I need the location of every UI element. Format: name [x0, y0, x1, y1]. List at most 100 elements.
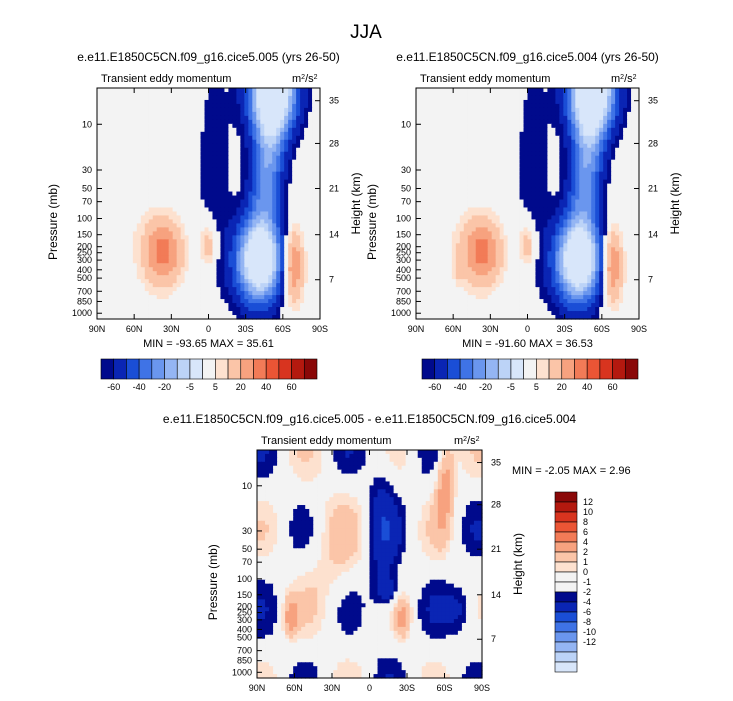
heatmap-cell — [160, 107, 166, 113]
heatmap-cell — [124, 123, 130, 129]
heatmap-cell — [216, 299, 222, 304]
heatmap-cell — [144, 175, 150, 181]
heatmap-cell — [292, 311, 297, 316]
heatmap-cell — [212, 187, 218, 193]
heatmap-cell — [152, 219, 158, 225]
heatmap-cell — [256, 131, 261, 137]
heatmap-cell — [200, 283, 206, 288]
heatmap-cell — [120, 127, 126, 133]
heatmap-cell — [559, 183, 564, 189]
heatmap-cell — [192, 219, 198, 225]
heatmap-cell — [479, 191, 485, 197]
heatmap-cell — [172, 311, 178, 316]
heatmap-cell — [224, 219, 230, 225]
heatmap-cell — [200, 215, 206, 221]
heatmap-cell — [627, 175, 632, 181]
heatmap-cell — [184, 219, 190, 225]
heatmap-cell — [140, 159, 146, 165]
heatmap-cell — [200, 167, 206, 173]
heatmap-cell — [539, 139, 545, 145]
heatmap-cell — [483, 103, 489, 109]
heatmap-cell — [228, 287, 233, 292]
heatmap-cell — [276, 88, 281, 93]
heatmap-cell — [627, 171, 632, 177]
heatmap-cell — [196, 163, 202, 169]
heatmap-cell — [236, 243, 241, 248]
heatmap-cell — [108, 295, 114, 300]
heatmap-cell — [631, 91, 636, 97]
heatmap-cell — [416, 147, 421, 153]
heatmap-cell — [228, 99, 233, 105]
heatmap-cell — [216, 275, 222, 280]
heatmap-cell — [192, 279, 198, 284]
heatmap-cell — [316, 159, 321, 165]
heatmap-cell — [196, 131, 202, 137]
heatmap-cell — [168, 219, 174, 225]
heatmap-cell — [260, 107, 265, 113]
heatmap-cell — [240, 103, 245, 109]
heatmap-cell — [531, 139, 537, 145]
heatmap-cell — [487, 203, 493, 209]
heatmap-cell — [447, 171, 453, 177]
heatmap-cell — [272, 91, 277, 97]
heatmap-cell — [284, 295, 289, 300]
heatmap-cell — [268, 235, 273, 240]
heatmap-cell — [547, 127, 552, 133]
heatmap-cell — [495, 95, 501, 101]
heatmap-cell — [204, 247, 210, 252]
heatmap-cell — [248, 95, 253, 101]
heatmap-cell — [140, 119, 146, 125]
heatmap-cell — [575, 167, 580, 173]
heatmap-cell — [631, 187, 636, 193]
heatmap-cell — [264, 187, 269, 193]
heatmap-cell — [168, 187, 174, 193]
heatmap-cell — [615, 163, 620, 169]
heatmap-cell — [296, 103, 301, 109]
heatmap-cell — [144, 239, 150, 244]
heatmap-cell — [128, 195, 134, 201]
heatmap-cell — [184, 215, 190, 221]
heatmap-cell — [184, 91, 190, 97]
heatmap-cell — [168, 131, 174, 137]
x-tick-label: 0 — [206, 324, 211, 334]
heatmap-cell — [431, 103, 437, 109]
heatmap-cell — [196, 107, 202, 113]
heatmap-cell — [156, 311, 162, 316]
heatmap-cell — [495, 179, 501, 185]
heatmap-cell — [587, 179, 592, 185]
heatmap-cell — [128, 103, 134, 109]
heatmap-cell — [455, 135, 461, 141]
heatmap-cell — [284, 311, 289, 316]
heatmap-cell — [296, 223, 301, 228]
heatmap-cell — [240, 275, 245, 280]
heatmap-cell — [288, 247, 293, 252]
heatmap-cell — [172, 139, 178, 145]
heatmap-cell — [108, 171, 114, 177]
heatmap-cell — [515, 171, 521, 177]
heatmap-cell — [427, 191, 433, 197]
heatmap-cell — [567, 179, 572, 185]
heatmap-cell — [168, 143, 174, 149]
heatmap-cell — [260, 99, 265, 105]
heatmap-cell — [132, 271, 138, 276]
heatmap-cell — [483, 88, 489, 93]
heatmap-cell — [164, 88, 170, 93]
heatmap-cell — [300, 211, 305, 217]
heatmap-cell — [316, 279, 321, 284]
heatmap-cell — [264, 259, 269, 264]
heatmap-cell — [467, 88, 473, 93]
heatmap-cell — [308, 187, 313, 193]
heatmap-cell — [300, 251, 305, 256]
heatmap-cell — [232, 91, 237, 97]
heatmap-cell — [120, 287, 126, 292]
heatmap-cell — [308, 283, 313, 288]
heatmap-cell — [216, 251, 222, 256]
heatmap-cell — [128, 119, 134, 125]
heatmap-cell — [439, 99, 445, 105]
heatmap-cell — [631, 139, 636, 145]
heatmap-cell — [587, 111, 592, 117]
heatmap-cell — [228, 303, 233, 308]
heatmap-cell — [427, 163, 433, 169]
heatmap-cell — [152, 171, 158, 177]
heatmap-cell — [623, 111, 628, 117]
